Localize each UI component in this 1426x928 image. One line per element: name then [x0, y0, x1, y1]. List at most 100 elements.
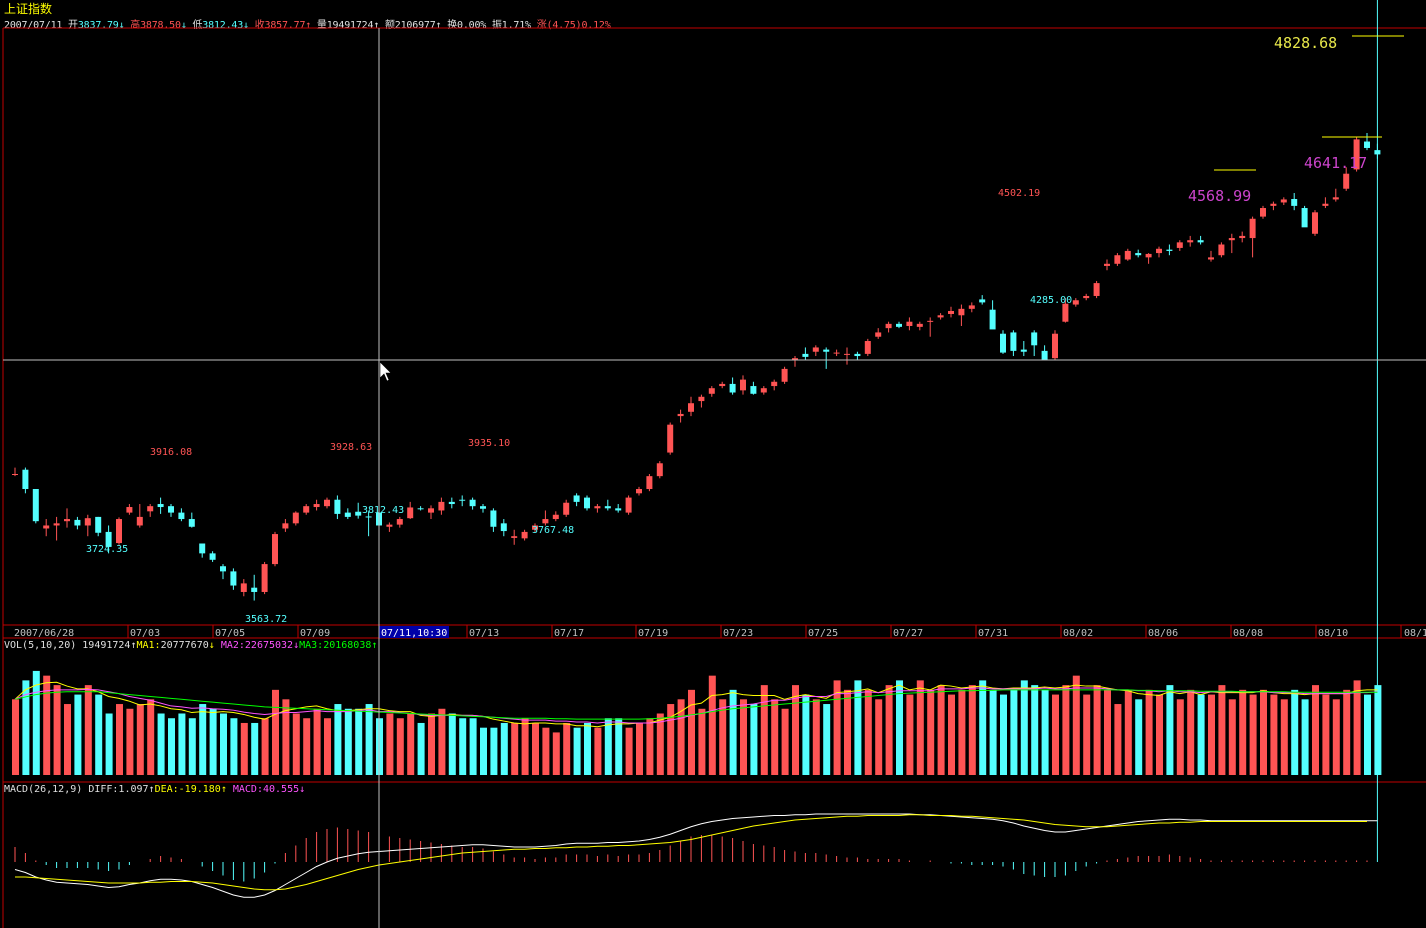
volume-bar [948, 694, 955, 775]
candle-body [334, 499, 341, 514]
candle-body [916, 323, 923, 327]
volume-bar [1000, 694, 1007, 775]
vol-ma3-label: MA3: [299, 640, 324, 651]
high-arrow: ↓ [180, 20, 187, 31]
candle-body [656, 463, 663, 477]
date-ticks [127, 625, 1402, 638]
macd-dea-arrow: ↑ [220, 784, 227, 795]
candle-body [220, 566, 226, 572]
candle-body [823, 349, 830, 352]
candle-body [511, 536, 518, 538]
volume-bar [407, 713, 415, 775]
candle-body [937, 315, 944, 318]
volume-bar [1166, 685, 1174, 775]
volume-bar [729, 689, 737, 775]
volume-bar [240, 722, 248, 775]
volume-bar [220, 713, 227, 775]
volume-bar [157, 713, 165, 775]
candle-body [12, 474, 18, 475]
volume-bar [1145, 689, 1153, 775]
vol-value: 19491724 [82, 640, 131, 651]
candle-body [199, 543, 206, 554]
candlesticks [12, 132, 1381, 601]
volume-bar [1374, 685, 1382, 775]
volume-bar [511, 722, 519, 775]
candle-body [688, 403, 694, 412]
vol-ma1-arrow: ↓ [208, 640, 215, 651]
volume-bar [719, 699, 727, 775]
candle-body [729, 383, 736, 393]
volume-bar [573, 727, 581, 775]
volume-bar [771, 699, 779, 775]
change-label: 涨 [536, 20, 547, 31]
candle-body [989, 309, 996, 330]
candle-body [230, 571, 237, 586]
volume-bar [313, 708, 321, 775]
candle-body [32, 489, 39, 522]
candle-body [1062, 303, 1069, 322]
volume-bar [1083, 694, 1091, 775]
candle-body [324, 499, 330, 507]
date-label: 07/13 [469, 628, 499, 639]
volume-bar [1020, 680, 1028, 775]
candle-body [74, 519, 81, 526]
turnover-value: 0.00% [457, 20, 487, 31]
volume-bar [1364, 694, 1371, 775]
volume-bar [521, 718, 529, 775]
candle-body [251, 587, 258, 592]
volume-bar [854, 680, 862, 775]
volume-bar [1072, 675, 1080, 775]
date-cursor-highlight [379, 626, 449, 638]
macd-dea-label: DEA: [154, 784, 179, 795]
annotation-low-3724: 3724.35 [86, 544, 128, 555]
date-axis: 2007/06/28 07/03 07/05 07/09 07/11,10:30… [14, 626, 1426, 639]
volume-bar [823, 704, 831, 775]
candle-body [740, 379, 746, 391]
volume-bar [428, 713, 435, 775]
volume-bar [469, 718, 477, 775]
volume-bar [677, 699, 685, 775]
candle-body [272, 534, 278, 565]
volume-label: 量 [316, 20, 327, 31]
macd-hist-arrow: ↓ [299, 784, 306, 795]
security-title: 上证指数 [4, 2, 53, 16]
candle-body [781, 368, 788, 382]
volume-bar [844, 689, 851, 775]
candle-body [438, 501, 445, 511]
candle-body [771, 381, 778, 387]
candle-body [313, 504, 320, 508]
candle-body [1364, 141, 1370, 148]
volume-bar [116, 704, 123, 775]
annotation-low-3563: 3563.72 [245, 614, 287, 625]
candle-body [1280, 199, 1287, 203]
candle-body [344, 512, 351, 517]
volume-bar [199, 704, 207, 775]
volume-bar [22, 680, 30, 775]
candle-body [594, 506, 601, 509]
vol-ma2-arrow: ↓ [293, 640, 300, 651]
volume-bar [32, 670, 40, 775]
candle-body [157, 504, 164, 508]
date-label: 08/02 [1063, 628, 1093, 639]
candle-body [968, 305, 975, 309]
date-label: 07/09 [300, 628, 330, 639]
volume-bar [168, 718, 175, 775]
macd-hist-label: MACD: [232, 784, 263, 795]
candle-body [708, 388, 715, 394]
candle-body [1228, 238, 1235, 241]
candle-body [261, 564, 268, 592]
candle-body [43, 525, 50, 529]
volume-bar [656, 713, 664, 775]
volume-value: 19491724 [326, 20, 374, 31]
volume-bar [1197, 694, 1205, 775]
volume-bar [989, 689, 997, 775]
annotation-low-b: 4641.17 [1304, 154, 1367, 172]
candle-body [760, 388, 767, 393]
volume-bar [636, 722, 643, 775]
candle-body [750, 386, 757, 394]
date-label: 07/23 [723, 628, 753, 639]
date-label: 07/03 [130, 628, 160, 639]
change-value: (4.75) [546, 20, 582, 31]
volume-bar [646, 718, 654, 775]
